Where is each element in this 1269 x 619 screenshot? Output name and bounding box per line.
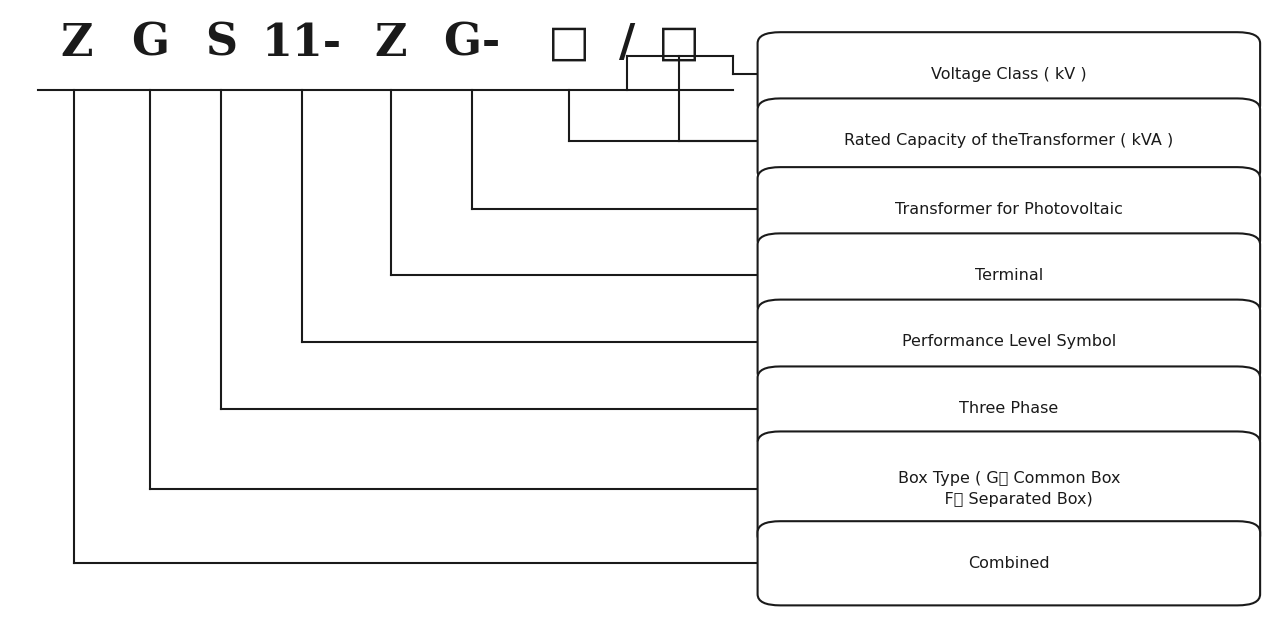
- Text: G-: G-: [443, 22, 501, 65]
- Text: □: □: [547, 22, 590, 65]
- Text: Z: Z: [60, 22, 93, 65]
- Text: Three Phase: Three Phase: [959, 401, 1058, 416]
- FancyBboxPatch shape: [758, 521, 1260, 605]
- Text: S: S: [204, 22, 237, 65]
- Text: Z: Z: [374, 22, 407, 65]
- Text: Terminal: Terminal: [975, 268, 1043, 283]
- FancyBboxPatch shape: [758, 167, 1260, 251]
- FancyBboxPatch shape: [758, 366, 1260, 451]
- FancyBboxPatch shape: [758, 431, 1260, 547]
- Text: □: □: [657, 22, 700, 65]
- Text: Performance Level Symbol: Performance Level Symbol: [902, 334, 1115, 349]
- Text: Combined: Combined: [968, 556, 1049, 571]
- Text: Box Type ( G： Common Box
    F： Separated Box): Box Type ( G： Common Box F： Separated Bo…: [897, 471, 1121, 507]
- Text: 11-: 11-: [261, 22, 343, 65]
- Text: G: G: [131, 22, 169, 65]
- Text: Voltage Class ( kV ): Voltage Class ( kV ): [931, 67, 1086, 82]
- Text: /: /: [619, 22, 634, 65]
- FancyBboxPatch shape: [758, 300, 1260, 384]
- FancyBboxPatch shape: [758, 32, 1260, 116]
- Text: Rated Capacity of theTransformer ( kVA ): Rated Capacity of theTransformer ( kVA ): [844, 133, 1174, 148]
- FancyBboxPatch shape: [758, 233, 1260, 318]
- Text: Transformer for Photovoltaic: Transformer for Photovoltaic: [895, 202, 1123, 217]
- FancyBboxPatch shape: [758, 98, 1260, 183]
